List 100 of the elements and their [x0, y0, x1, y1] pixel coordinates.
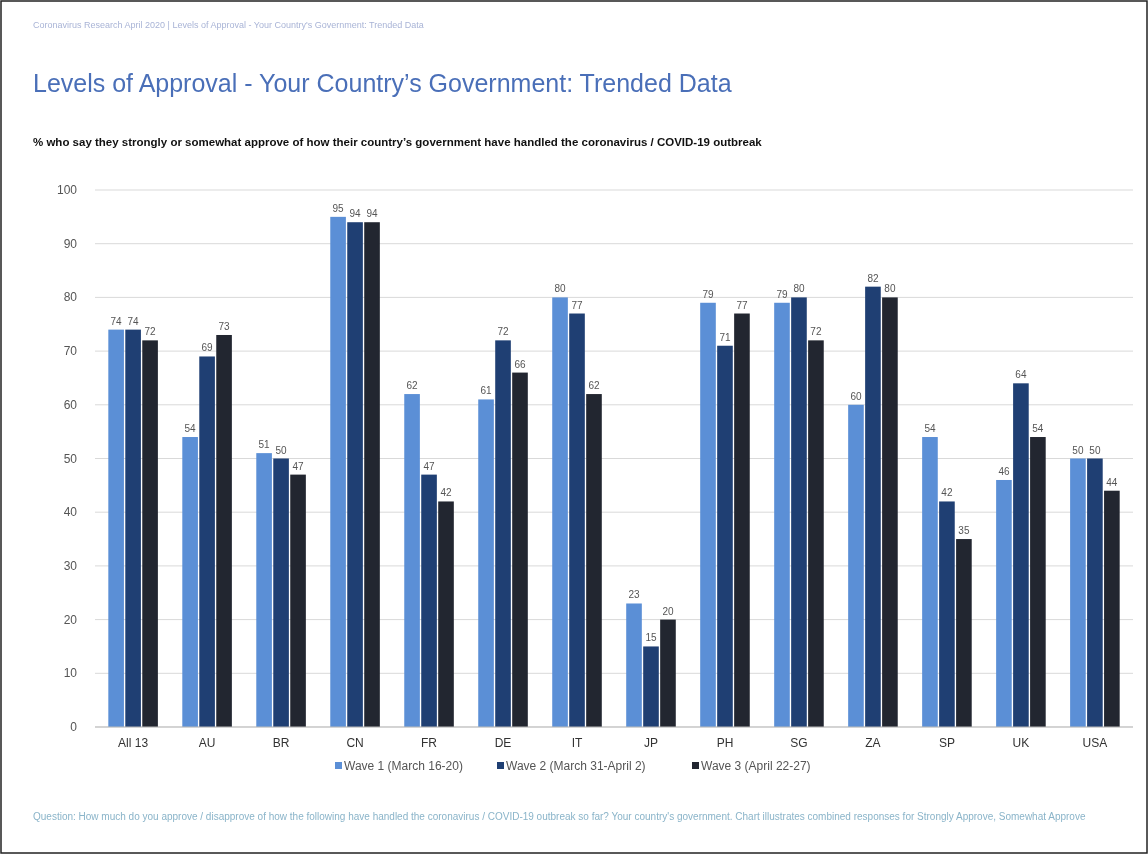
- y-tick-label: 30: [63, 558, 78, 573]
- data-label: 71: [719, 331, 731, 343]
- bar: [512, 372, 528, 727]
- bar: [347, 222, 363, 727]
- data-label: 61: [480, 385, 493, 397]
- y-tick-label: 20: [63, 612, 78, 627]
- bar: [791, 297, 807, 727]
- data-label: 50: [1089, 444, 1101, 456]
- x-tick-label: All 13: [118, 736, 149, 750]
- bar: [643, 646, 659, 727]
- y-tick-label: 60: [63, 397, 78, 412]
- x-tick-label: PH: [716, 736, 734, 750]
- data-label: 77: [571, 299, 584, 311]
- data-label: 44: [1106, 476, 1118, 488]
- data-label: 54: [184, 423, 197, 435]
- bar: [199, 356, 215, 727]
- bar: [273, 458, 289, 727]
- data-label: 42: [941, 487, 953, 499]
- bar: [939, 501, 955, 727]
- x-tick-label: CN: [346, 736, 364, 750]
- bar: [478, 399, 494, 727]
- y-tick-label: 10: [63, 666, 78, 681]
- data-label: 74: [110, 315, 123, 327]
- y-tick-label: 40: [63, 505, 78, 520]
- bar: [586, 394, 602, 727]
- bar: [182, 437, 198, 727]
- data-label: 35: [958, 525, 970, 537]
- data-label: 82: [867, 272, 879, 284]
- data-label: 79: [702, 288, 714, 300]
- y-tick-label: 90: [63, 236, 78, 251]
- x-tick-label: SP: [938, 736, 955, 750]
- legend-label: Wave 3 (April 22-27): [701, 759, 811, 773]
- bar: [922, 437, 938, 727]
- bar: [660, 619, 676, 727]
- data-label: 77: [736, 299, 748, 311]
- bar: [1087, 458, 1103, 727]
- bar: [142, 340, 158, 727]
- bar: [808, 340, 824, 727]
- legend-label: Wave 1 (March 16-20): [344, 759, 463, 773]
- bar: [1070, 458, 1086, 727]
- y-tick-label: 0: [70, 720, 78, 734]
- bar: [1104, 490, 1120, 727]
- bar: [700, 302, 716, 727]
- bar: [404, 394, 420, 727]
- bar: [1013, 383, 1029, 727]
- data-label: 60: [850, 390, 862, 402]
- chart-subtitle: % who say they strongly or somewhat approve of how their country’s government have handled the coronavirus / COVID-19 outbreak: [33, 136, 763, 148]
- data-label: 72: [810, 326, 822, 338]
- x-tick-label: BR: [272, 736, 290, 750]
- y-tick-label: 70: [63, 344, 78, 359]
- text: Question: How much do you approve / disapprove of how the following have handled the coronavirus / COVID-19 outbreak so far? Your country's government. Chart illustrates combined responses for Strongly Approve, Somewhat Approve: [33, 810, 1087, 824]
- data-label: 64: [1015, 369, 1027, 381]
- data-label: 47: [423, 460, 436, 472]
- data-label: 54: [924, 423, 936, 435]
- data-label: 72: [497, 326, 510, 338]
- bar: [996, 479, 1012, 727]
- data-label: 69: [201, 342, 214, 354]
- data-label: 46: [998, 465, 1010, 477]
- data-label: 50: [275, 444, 288, 456]
- chart-title: Levels of Approval - Your Country’s Government: Trended Data: [33, 69, 732, 97]
- data-label: 62: [406, 380, 419, 392]
- data-label: 23: [628, 589, 641, 601]
- bar: [256, 453, 272, 727]
- data-label: 95: [332, 202, 345, 214]
- data-label: 66: [514, 358, 526, 370]
- data-label: 80: [554, 283, 567, 295]
- data-label: 94: [349, 208, 362, 220]
- x-tick-label: UK: [1012, 736, 1030, 750]
- bar: [734, 313, 750, 727]
- bar: [717, 345, 733, 727]
- x-tick-label: AU: [198, 736, 216, 750]
- bar: [1030, 437, 1046, 727]
- text: Coronavirus Research April 2020 | Levels of Approval - Your Country's Government: Trended Data: [33, 20, 424, 30]
- data-label: 50: [1072, 444, 1084, 456]
- bar: [364, 222, 380, 727]
- x-tick-label: JP: [643, 736, 658, 750]
- bar: [848, 404, 864, 727]
- data-label: 62: [588, 380, 600, 392]
- data-label: 51: [258, 439, 271, 451]
- x-tick-label: FR: [421, 736, 438, 750]
- data-label: 42: [440, 487, 453, 499]
- bar: [290, 474, 306, 727]
- bar: [626, 603, 642, 727]
- data-label: 72: [144, 326, 157, 338]
- y-tick-label: 80: [63, 290, 78, 305]
- data-label: 79: [776, 288, 788, 300]
- bar: [125, 329, 141, 727]
- x-tick-label: USA: [1082, 736, 1108, 750]
- bar: [865, 286, 881, 727]
- bar: [569, 313, 585, 727]
- data-label: 54: [1032, 423, 1044, 435]
- data-label: 94: [366, 208, 379, 220]
- bar: [108, 329, 124, 727]
- bar: [774, 302, 790, 727]
- bar: [421, 474, 437, 727]
- data-label: 20: [662, 605, 674, 617]
- bar: [495, 340, 511, 727]
- bar: [330, 216, 346, 727]
- bar: [552, 297, 568, 727]
- data-label: 15: [645, 632, 657, 644]
